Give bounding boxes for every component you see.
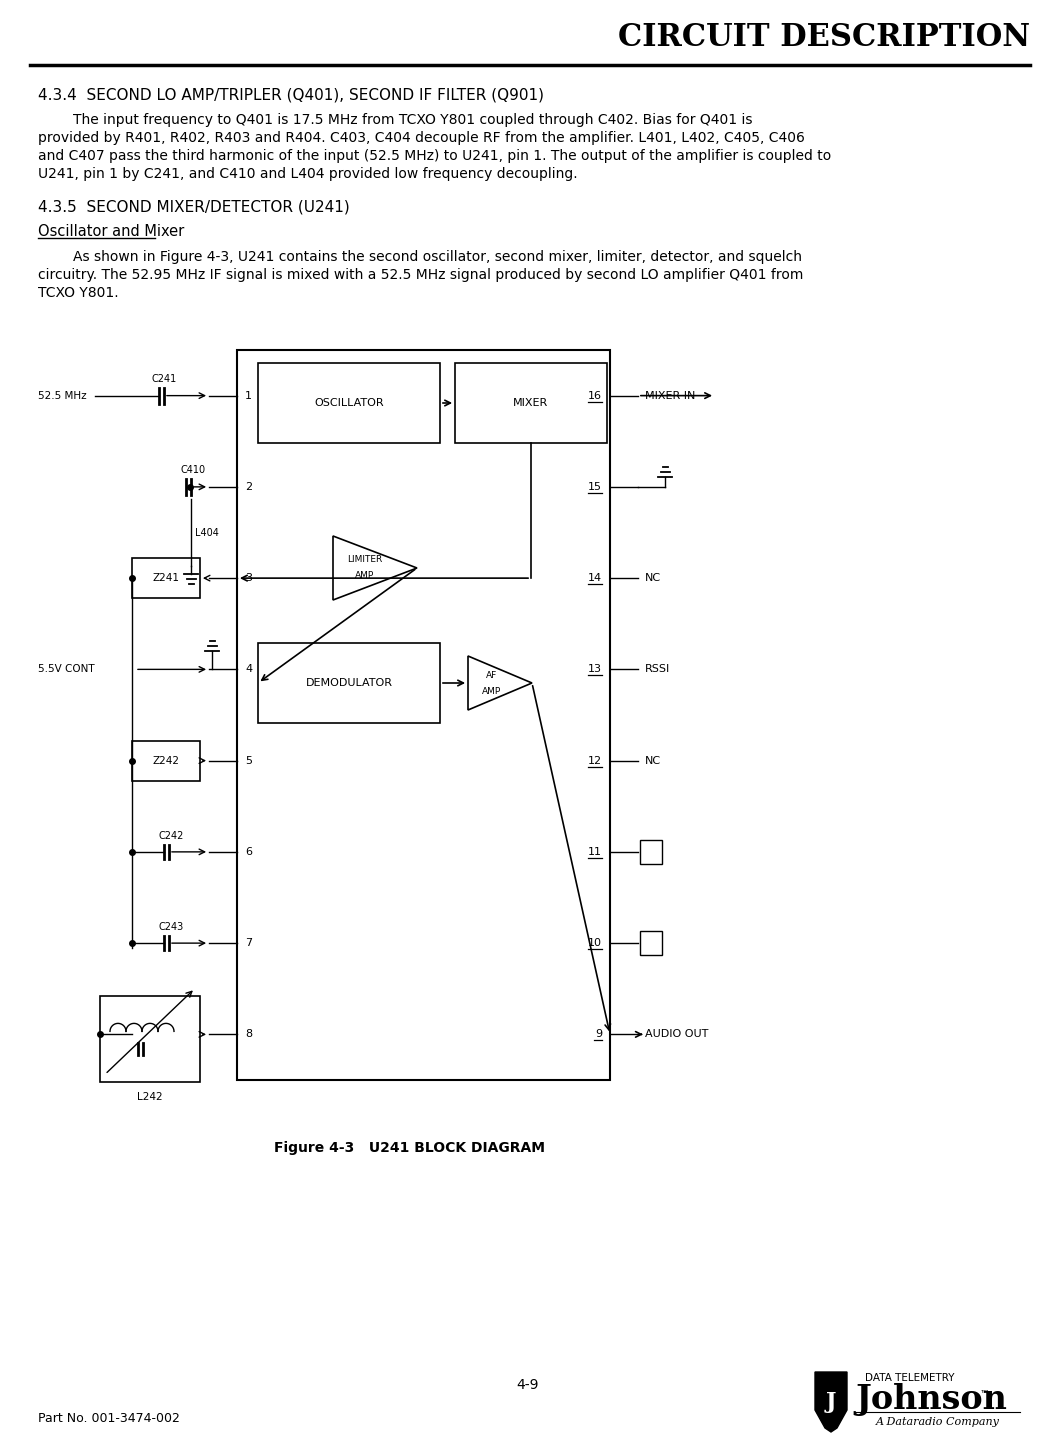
Bar <box>258 644 440 724</box>
Text: MIXER: MIXER <box>514 397 549 408</box>
Text: DEMODULATOR: DEMODULATOR <box>305 678 392 689</box>
Text: J: J <box>826 1390 836 1412</box>
Bar <box>237 349 610 1080</box>
Text: MIXER IN: MIXER IN <box>645 390 696 400</box>
Text: 4.3.5  SECOND MIXER/DETECTOR (U241): 4.3.5 SECOND MIXER/DETECTOR (U241) <box>38 199 350 214</box>
Text: 6: 6 <box>245 847 252 858</box>
Text: RSSI: RSSI <box>645 664 670 674</box>
Text: Part No. 001-3474-002: Part No. 001-3474-002 <box>38 1411 180 1424</box>
Text: ™: ™ <box>980 1388 989 1398</box>
Text: A Dataradio Company: A Dataradio Company <box>875 1417 1000 1427</box>
Text: Johnson: Johnson <box>855 1383 1007 1417</box>
Text: 2: 2 <box>245 482 253 492</box>
Text: DATA TELEMETRY: DATA TELEMETRY <box>865 1373 954 1383</box>
Text: 1: 1 <box>245 390 252 400</box>
Text: As shown in Figure 4-3, U241 contains the second oscillator, second mixer, limit: As shown in Figure 4-3, U241 contains th… <box>38 250 802 264</box>
Text: 5: 5 <box>245 756 252 766</box>
Polygon shape <box>333 536 418 600</box>
Text: AF: AF <box>486 671 498 680</box>
Text: AUDIO OUT: AUDIO OUT <box>645 1029 708 1040</box>
Text: NC: NC <box>645 574 661 582</box>
Text: C410: C410 <box>181 464 205 475</box>
Polygon shape <box>468 657 532 711</box>
Text: Z242: Z242 <box>152 756 180 766</box>
Text: C242: C242 <box>159 831 184 842</box>
Text: circuitry. The 52.95 MHz IF signal is mixed with a 52.5 MHz signal produced by s: circuitry. The 52.95 MHz IF signal is mi… <box>38 268 803 282</box>
Text: AMP: AMP <box>482 686 502 696</box>
Text: The input frequency to Q401 is 17.5 MHz from TCXO Y801 coupled through C402. Bia: The input frequency to Q401 is 17.5 MHz … <box>38 114 753 127</box>
Text: 8: 8 <box>245 1029 253 1040</box>
Text: 4: 4 <box>245 664 253 674</box>
Text: C243: C243 <box>159 922 184 932</box>
Text: 14: 14 <box>588 574 602 582</box>
Text: 7: 7 <box>245 938 253 948</box>
Text: CIRCUIT DESCRIPTION: CIRCUIT DESCRIPTION <box>618 22 1030 54</box>
Text: 15: 15 <box>588 482 602 492</box>
Text: 12: 12 <box>588 756 602 766</box>
Text: 13: 13 <box>588 664 602 674</box>
Text: provided by R401, R402, R403 and R404. C403, C404 decouple RF from the amplifier: provided by R401, R402, R403 and R404. C… <box>38 131 804 146</box>
Text: C241: C241 <box>151 374 177 383</box>
Text: LIMITER: LIMITER <box>348 556 383 565</box>
Text: 52.5 MHz: 52.5 MHz <box>38 390 87 400</box>
Text: Z241: Z241 <box>152 574 180 582</box>
Text: 4.3.4  SECOND LO AMP/TRIPLER (Q401), SECOND IF FILTER (Q901): 4.3.4 SECOND LO AMP/TRIPLER (Q401), SECO… <box>38 87 544 102</box>
Bar <box>455 363 607 443</box>
Text: 9: 9 <box>595 1029 602 1040</box>
Text: 4-9: 4-9 <box>517 1377 539 1392</box>
Text: Oscillator and Mixer: Oscillator and Mixer <box>38 224 184 239</box>
Text: Figure 4-3   U241 BLOCK DIAGRAM: Figure 4-3 U241 BLOCK DIAGRAM <box>275 1142 545 1155</box>
Polygon shape <box>815 1372 847 1433</box>
Text: U241, pin 1 by C241, and C410 and L404 provided low frequency decoupling.: U241, pin 1 by C241, and C410 and L404 p… <box>38 167 577 181</box>
Bar <box>639 840 662 863</box>
Bar <box>132 558 200 598</box>
Bar <box>639 932 662 955</box>
Text: 16: 16 <box>588 390 602 400</box>
Text: L404: L404 <box>194 527 219 537</box>
Bar <box>132 741 200 780</box>
Text: and C407 pass the third harmonic of the input (52.5 MHz) to U241, pin 1. The out: and C407 pass the third harmonic of the … <box>38 149 831 163</box>
Text: 3: 3 <box>245 574 252 582</box>
Text: 5.5V CONT: 5.5V CONT <box>38 664 95 674</box>
Text: 10: 10 <box>588 938 602 948</box>
Text: OSCILLATOR: OSCILLATOR <box>314 397 384 408</box>
Text: 11: 11 <box>588 847 602 858</box>
Text: L242: L242 <box>137 1092 163 1102</box>
Text: TCXO Y801.: TCXO Y801. <box>38 285 118 300</box>
Text: AMP: AMP <box>355 572 374 581</box>
Bar <box>258 363 440 443</box>
Text: NC: NC <box>645 756 661 766</box>
Bar <box>100 996 200 1082</box>
